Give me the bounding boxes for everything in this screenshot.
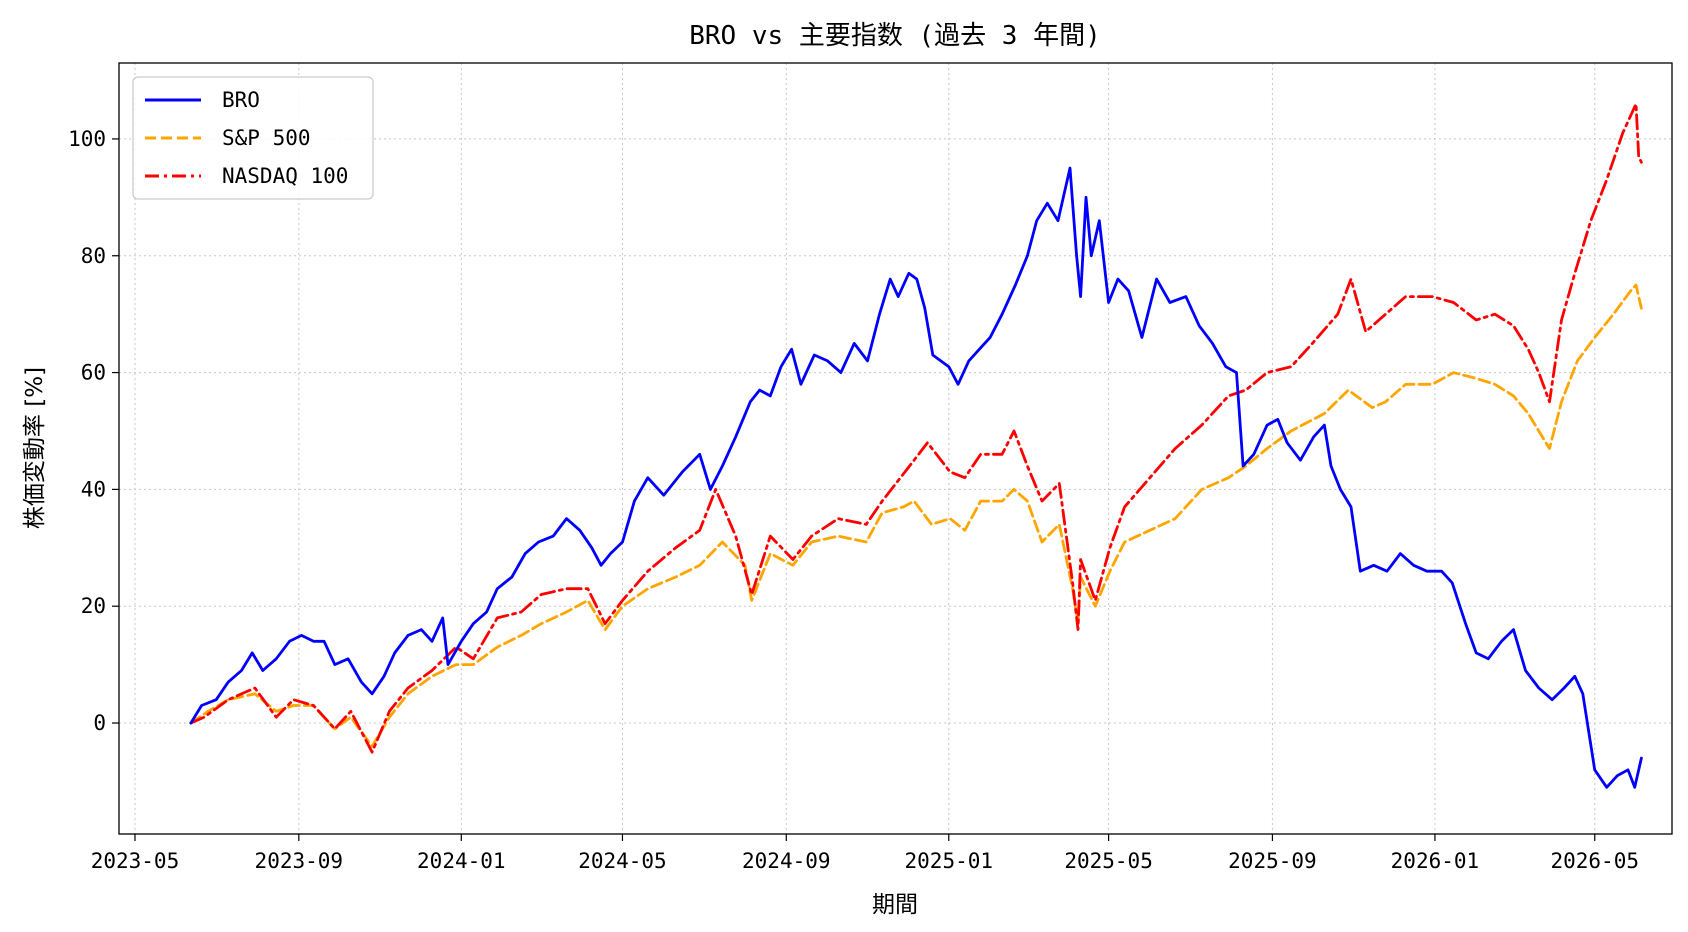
legend-label-sp500: S&P 500 <box>222 126 311 150</box>
y-tick-label: 40 <box>81 477 106 501</box>
plot-frame <box>118 62 1673 835</box>
x-tick-label: 2026-01 <box>1391 849 1480 873</box>
y-tick-label: 60 <box>81 361 106 385</box>
chart-title: BRO vs 主要指数 (過去 3 年間) <box>689 21 1101 51</box>
x-tick-label: 2024-09 <box>742 849 831 873</box>
legend-box <box>132 76 374 200</box>
series-line-s-p-500 <box>189 283 1643 748</box>
y-tick-label: 100 <box>68 127 106 151</box>
grid-layer <box>119 63 1672 834</box>
series-line-nasdaq-100 <box>189 102 1643 754</box>
series-layer <box>189 102 1643 789</box>
x-axis-label: 期間 <box>872 892 918 918</box>
x-tick-label: 2025-05 <box>1064 849 1153 873</box>
x-tick-label: 2025-01 <box>905 849 994 873</box>
x-tick-label: 2024-05 <box>578 849 667 873</box>
y-axis-label: 株価変動率 [%] <box>22 367 48 529</box>
legend-label-bro: BRO <box>222 88 260 112</box>
x-tick-label: 2025-09 <box>1228 849 1317 873</box>
y-tick-label: 20 <box>81 594 106 618</box>
x-tick-label: 2026-05 <box>1550 849 1639 873</box>
series-line-bro <box>189 166 1643 789</box>
legend-label-nasdaq: NASDAQ 100 <box>222 164 348 188</box>
legend: BRO S&P 500 NASDAQ 100 <box>132 76 374 200</box>
x-tick-label: 2024-01 <box>417 849 506 873</box>
y-tick-label: 80 <box>81 244 106 268</box>
y-tick-label: 0 <box>93 711 106 735</box>
tick-layer: 2023-05 2023-09 2024-01 2024-05 2024-09 2025-… <box>68 127 1639 873</box>
x-tick-label: 2023-09 <box>255 849 344 873</box>
x-tick-label: 2023-05 <box>91 849 180 873</box>
